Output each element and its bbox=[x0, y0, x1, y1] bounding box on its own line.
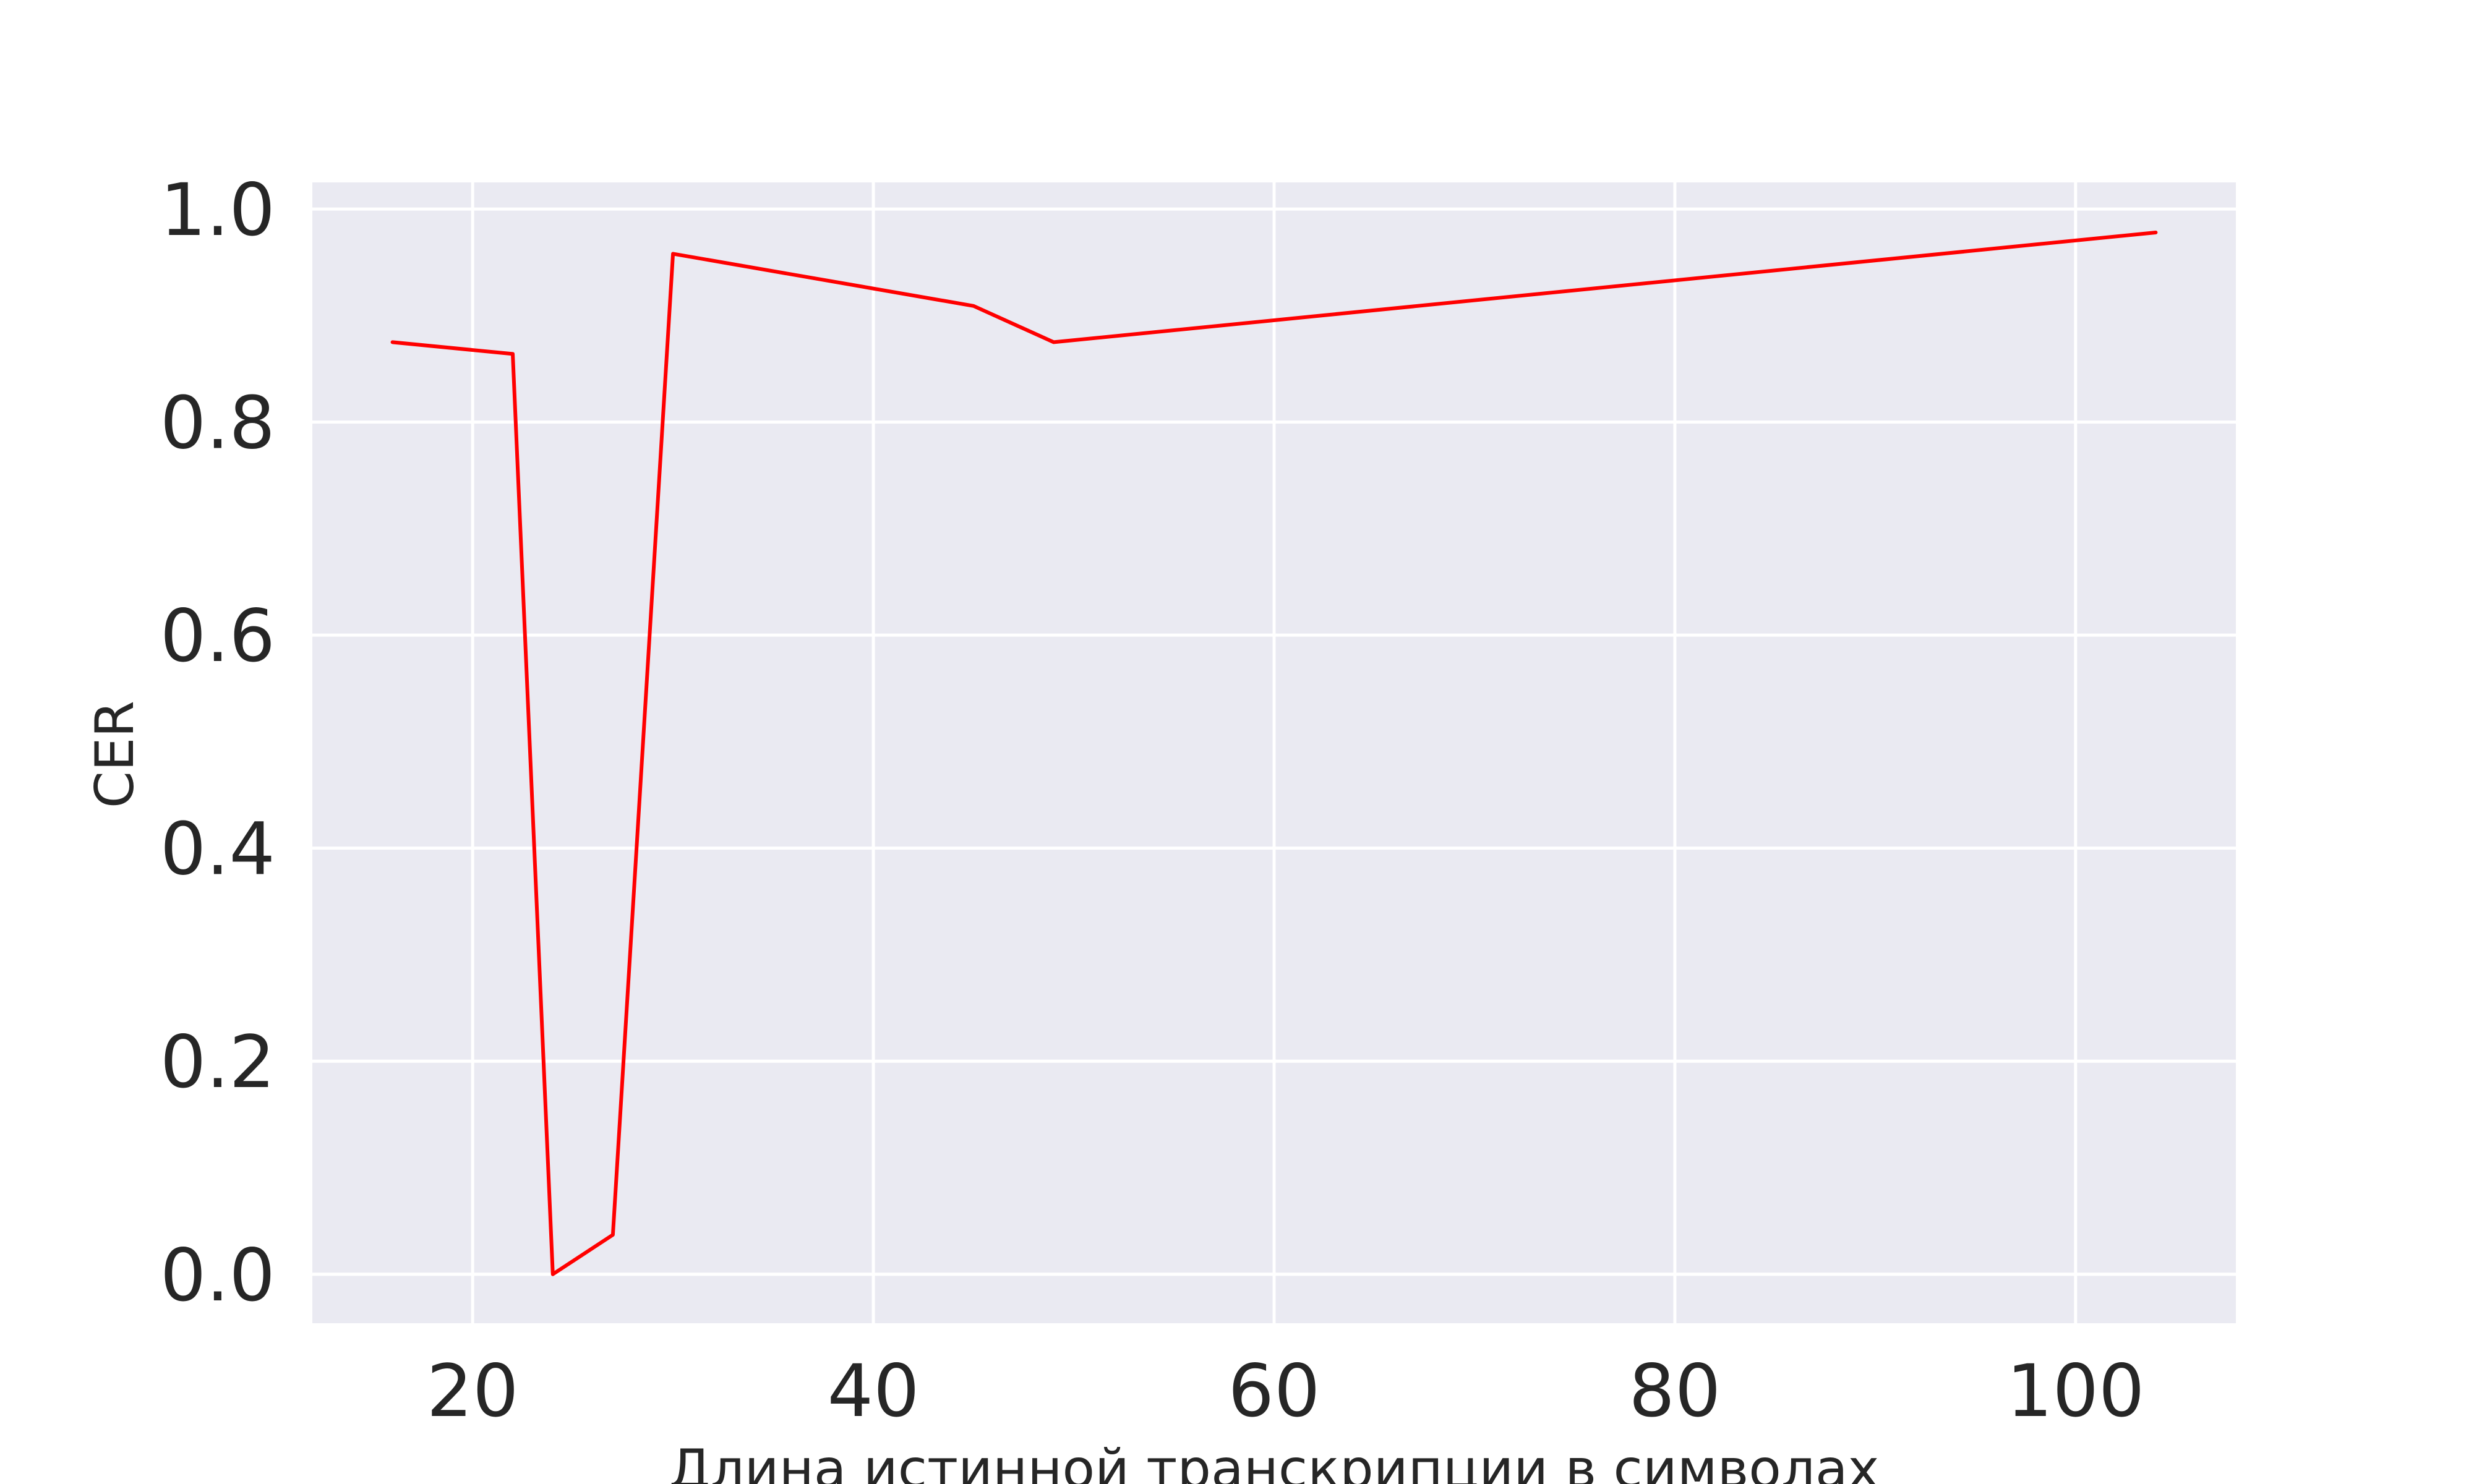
x-tick-label-2: 60 bbox=[1228, 1349, 1320, 1433]
grid bbox=[312, 182, 2236, 1323]
x-tick-label-1: 40 bbox=[828, 1349, 920, 1433]
y-tick-label-1: 0.2 bbox=[160, 1020, 275, 1104]
series-layer bbox=[390, 231, 2158, 1276]
series-line-0 bbox=[390, 231, 2158, 1276]
y-tick-label-3: 0.6 bbox=[160, 594, 275, 678]
y-tick-label-2: 0.4 bbox=[160, 807, 275, 892]
y-axis-ticks: 0.0 0.2 0.4 0.6 0.8 1.0 bbox=[160, 168, 275, 1318]
y-tick-label-0: 0.0 bbox=[160, 1233, 275, 1318]
x-tick-label-0: 20 bbox=[427, 1349, 519, 1433]
y-tick-label-5: 1.0 bbox=[160, 168, 275, 252]
x-tick-label-4: 100 bbox=[2006, 1349, 2144, 1433]
y-tick-label-4: 0.8 bbox=[160, 381, 275, 466]
x-tick-label-3: 80 bbox=[1629, 1349, 1721, 1433]
y-axis-label: CER bbox=[84, 701, 146, 808]
x-axis-ticks: 20 40 60 80 100 bbox=[427, 1349, 2145, 1433]
x-axis-label: Длина истинной транскрипции в символах bbox=[669, 1438, 1880, 1484]
